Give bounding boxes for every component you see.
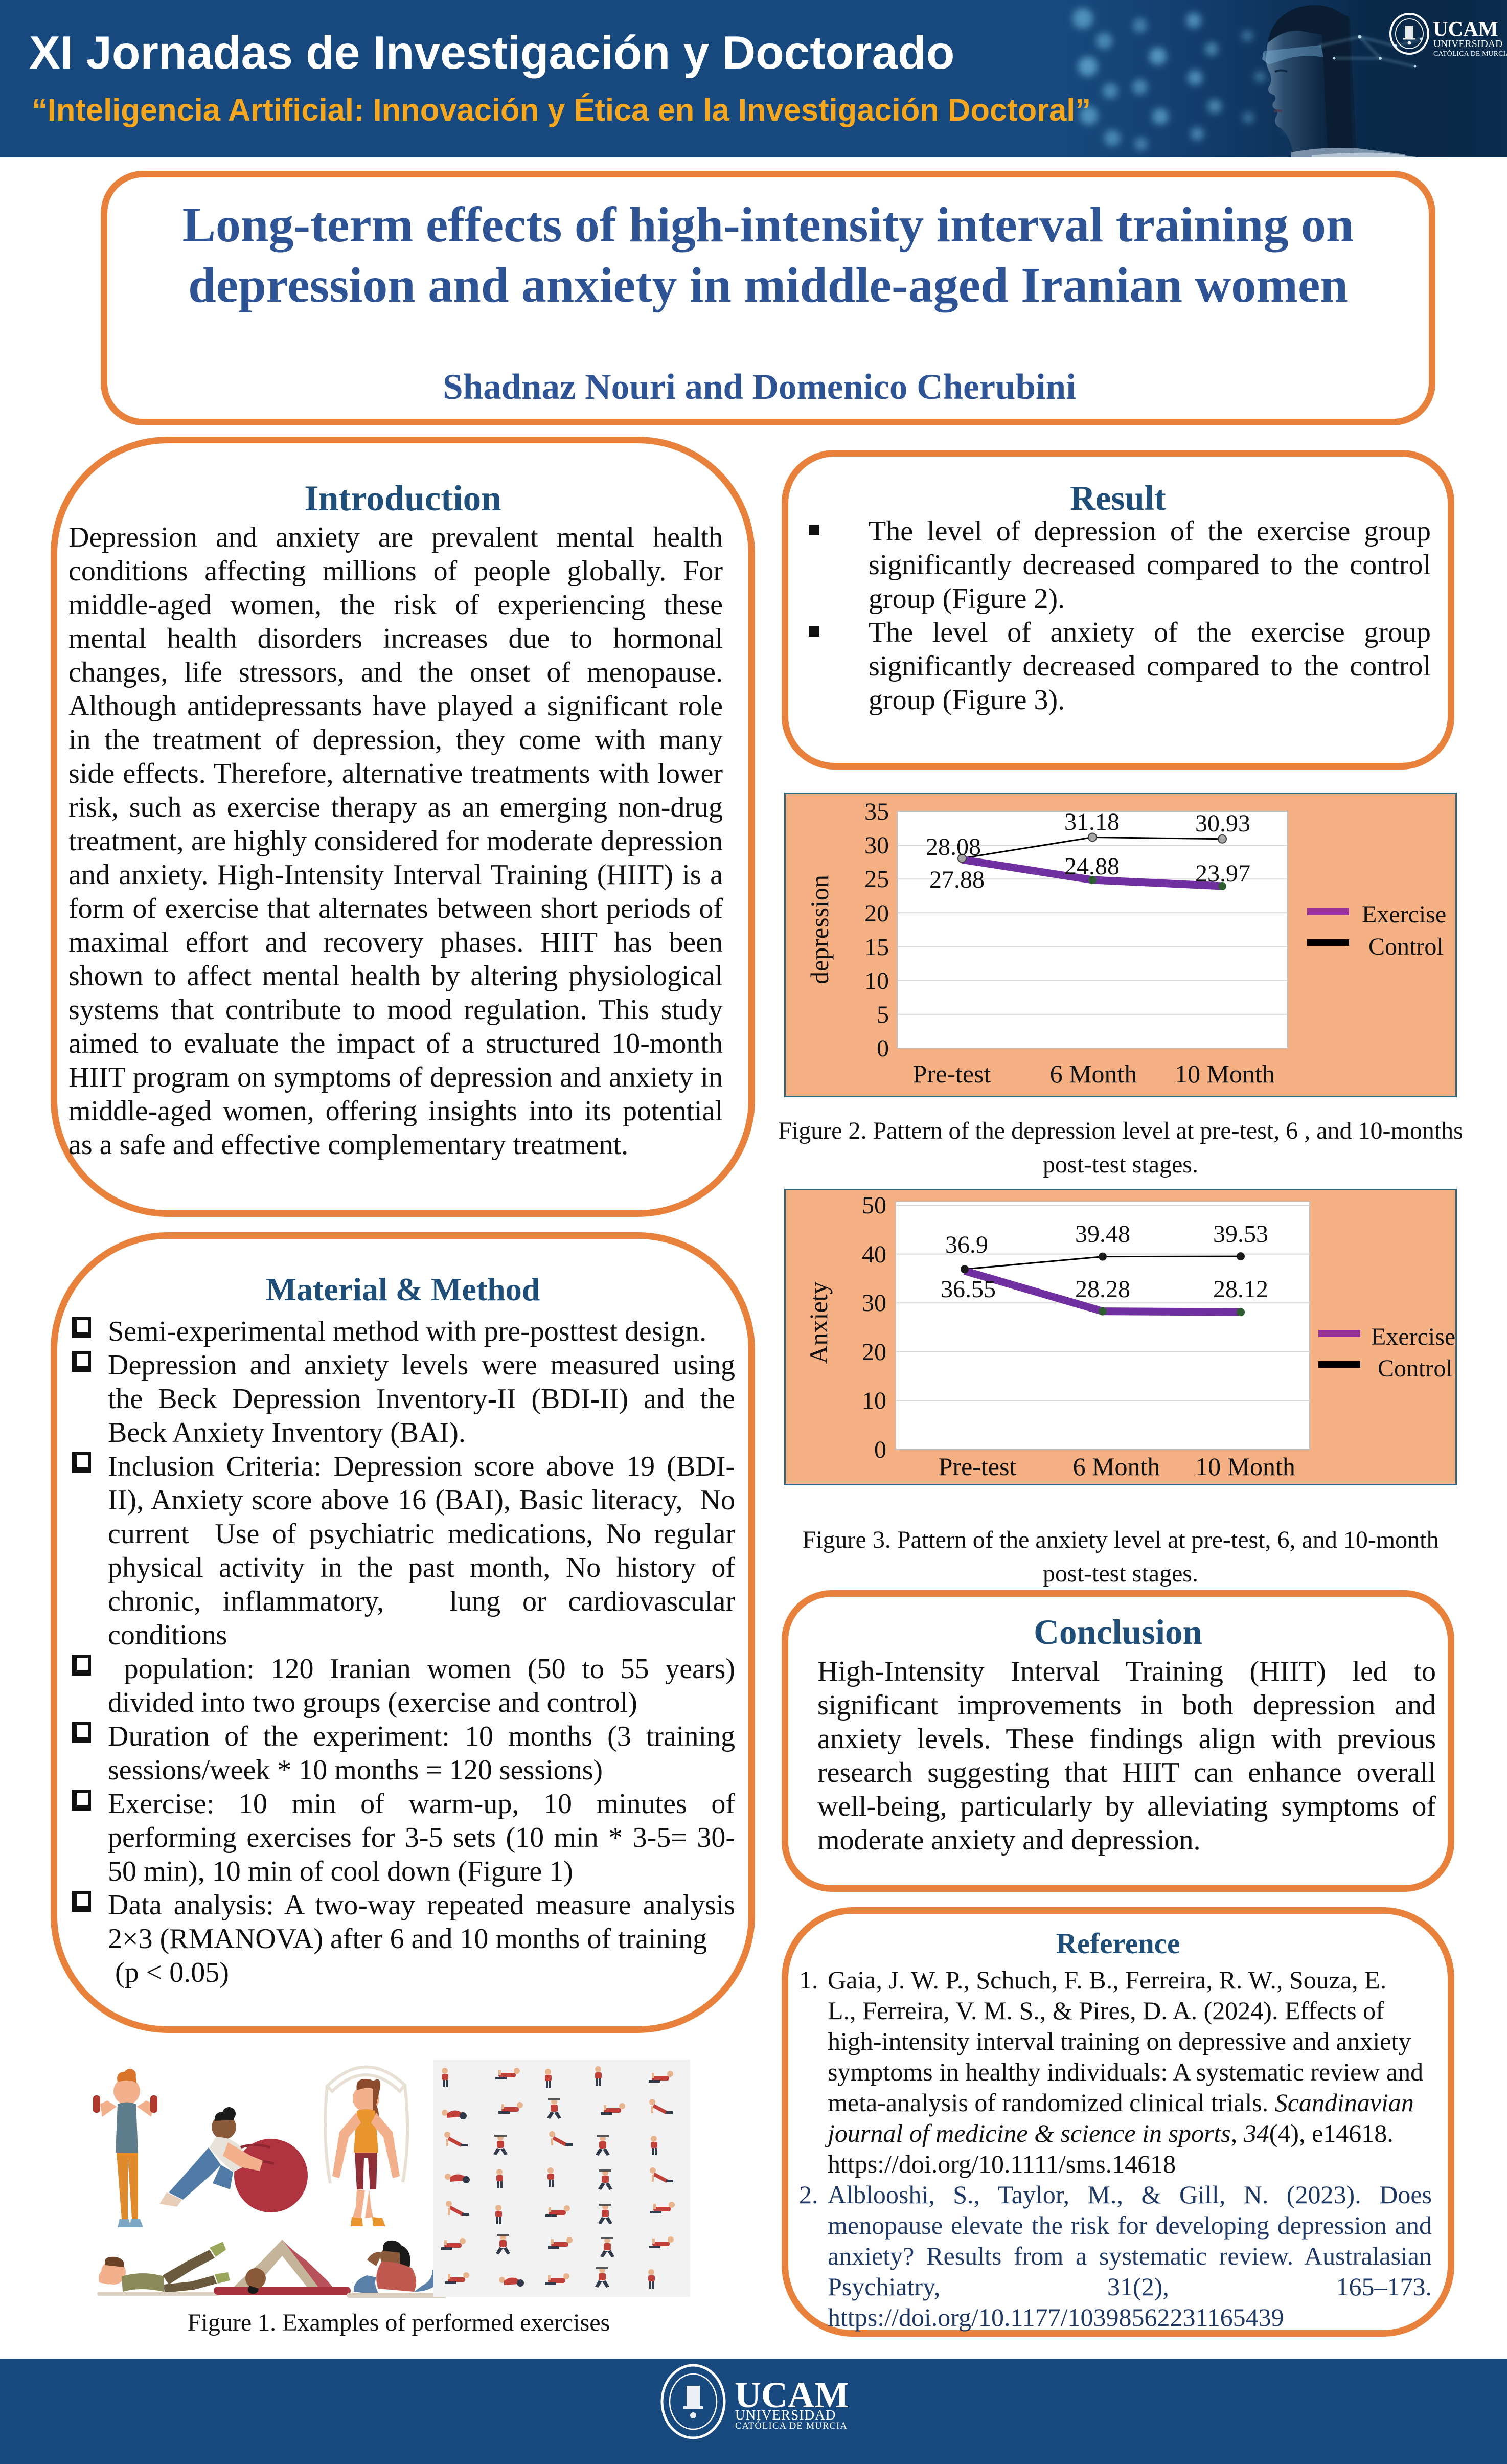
svg-text:20: 20 (864, 900, 889, 927)
svg-text:6 Month: 6 Month (1073, 1452, 1160, 1481)
svg-text:10 Month: 10 Month (1195, 1452, 1295, 1481)
svg-text:50: 50 (862, 1192, 886, 1219)
svg-text:39.48: 39.48 (1075, 1220, 1130, 1248)
svg-text:Control: Control (1378, 1355, 1453, 1382)
svg-text:30.93: 30.93 (1195, 810, 1250, 837)
svg-text:0: 0 (877, 1035, 889, 1062)
svg-text:UCAM: UCAM (1433, 17, 1498, 40)
svg-text:Pre-test: Pre-test (939, 1452, 1017, 1481)
svg-text:35: 35 (864, 798, 889, 825)
svg-text:5: 5 (877, 1001, 889, 1028)
svg-text:CATÓLICA DE MURCIA: CATÓLICA DE MURCIA (1433, 49, 1507, 57)
svg-text:6 Month: 6 Month (1050, 1059, 1137, 1088)
svg-text:UNIVERSIDAD: UNIVERSIDAD (735, 2407, 836, 2423)
svg-text:40: 40 (862, 1241, 886, 1268)
svg-text:25: 25 (864, 866, 889, 893)
svg-text:10: 10 (862, 1387, 886, 1414)
svg-text:CATÓLICA DE MURCIA: CATÓLICA DE MURCIA (735, 2420, 848, 2431)
svg-text:27.88: 27.88 (929, 866, 985, 893)
svg-text:30: 30 (864, 832, 889, 859)
svg-text:23.97: 23.97 (1195, 860, 1250, 887)
svg-text:depression: depression (805, 875, 834, 984)
svg-text:10 Month: 10 Month (1175, 1059, 1275, 1088)
svg-text:Pre-test: Pre-test (913, 1059, 991, 1088)
svg-text:0: 0 (874, 1436, 886, 1463)
svg-text:36.55: 36.55 (941, 1276, 996, 1303)
svg-text:30: 30 (862, 1290, 886, 1317)
svg-text:Exercise: Exercise (1362, 901, 1446, 928)
svg-text:UNIVERSIDAD: UNIVERSIDAD (1433, 39, 1502, 50)
svg-text:39.53: 39.53 (1213, 1220, 1268, 1248)
svg-text:Control: Control (1368, 933, 1444, 960)
svg-text:24.88: 24.88 (1064, 853, 1120, 880)
svg-text:Anxiety: Anxiety (804, 1281, 833, 1364)
svg-text:28.28: 28.28 (1075, 1276, 1130, 1303)
svg-text:10: 10 (864, 967, 889, 994)
svg-text:36.9: 36.9 (945, 1231, 988, 1258)
svg-text:Exercise: Exercise (1371, 1323, 1455, 1350)
svg-text:UCAM: UCAM (735, 2375, 849, 2415)
svg-text:31.18: 31.18 (1064, 808, 1120, 835)
svg-text:28.08: 28.08 (926, 833, 981, 861)
svg-text:15: 15 (864, 934, 889, 961)
svg-text:20: 20 (862, 1339, 886, 1366)
svg-text:28.12: 28.12 (1213, 1276, 1268, 1303)
